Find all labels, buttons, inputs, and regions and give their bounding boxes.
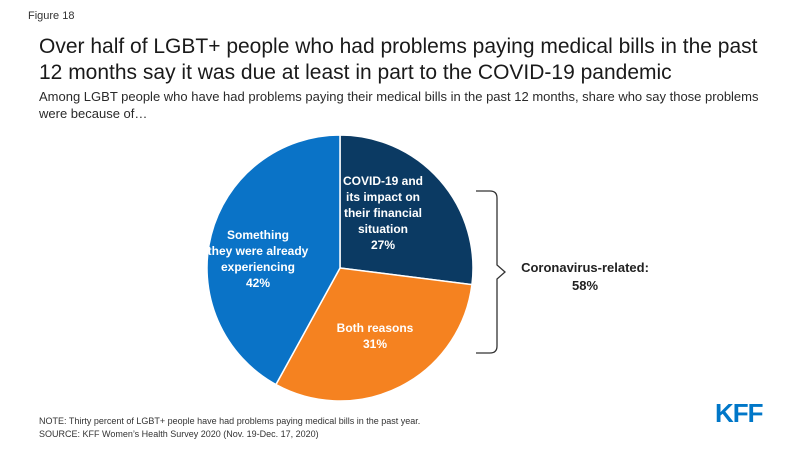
source: SOURCE: KFF Women’s Health Survey 2020 (… <box>39 429 319 439</box>
pie-labels: COVID-19 and its impact on their financial… <box>208 174 423 351</box>
chart-subtitle: Among LGBT people who have had problems … <box>39 89 759 121</box>
figure-label: Figure 18 <box>28 10 75 22</box>
kff-logo: KFF <box>715 398 764 428</box>
note: NOTE: Thirty percent of LGBT+ people hav… <box>39 416 421 426</box>
pie-slices <box>206 134 474 402</box>
slice-label: Something they were already experiencing 42… <box>208 228 309 290</box>
coronavirus-related-label: Coronavirus-related: 58% <box>521 260 649 293</box>
pie-slice <box>274 267 473 402</box>
pie-slice <box>339 134 474 286</box>
chart-title: Over half of LGBT+ people who had proble… <box>39 35 758 84</box>
slice-label: COVID-19 and its impact on their financial… <box>343 174 423 252</box>
pie-slice <box>206 134 341 386</box>
bracket <box>476 190 506 354</box>
slice-label: Both reasons 31% <box>337 321 414 351</box>
